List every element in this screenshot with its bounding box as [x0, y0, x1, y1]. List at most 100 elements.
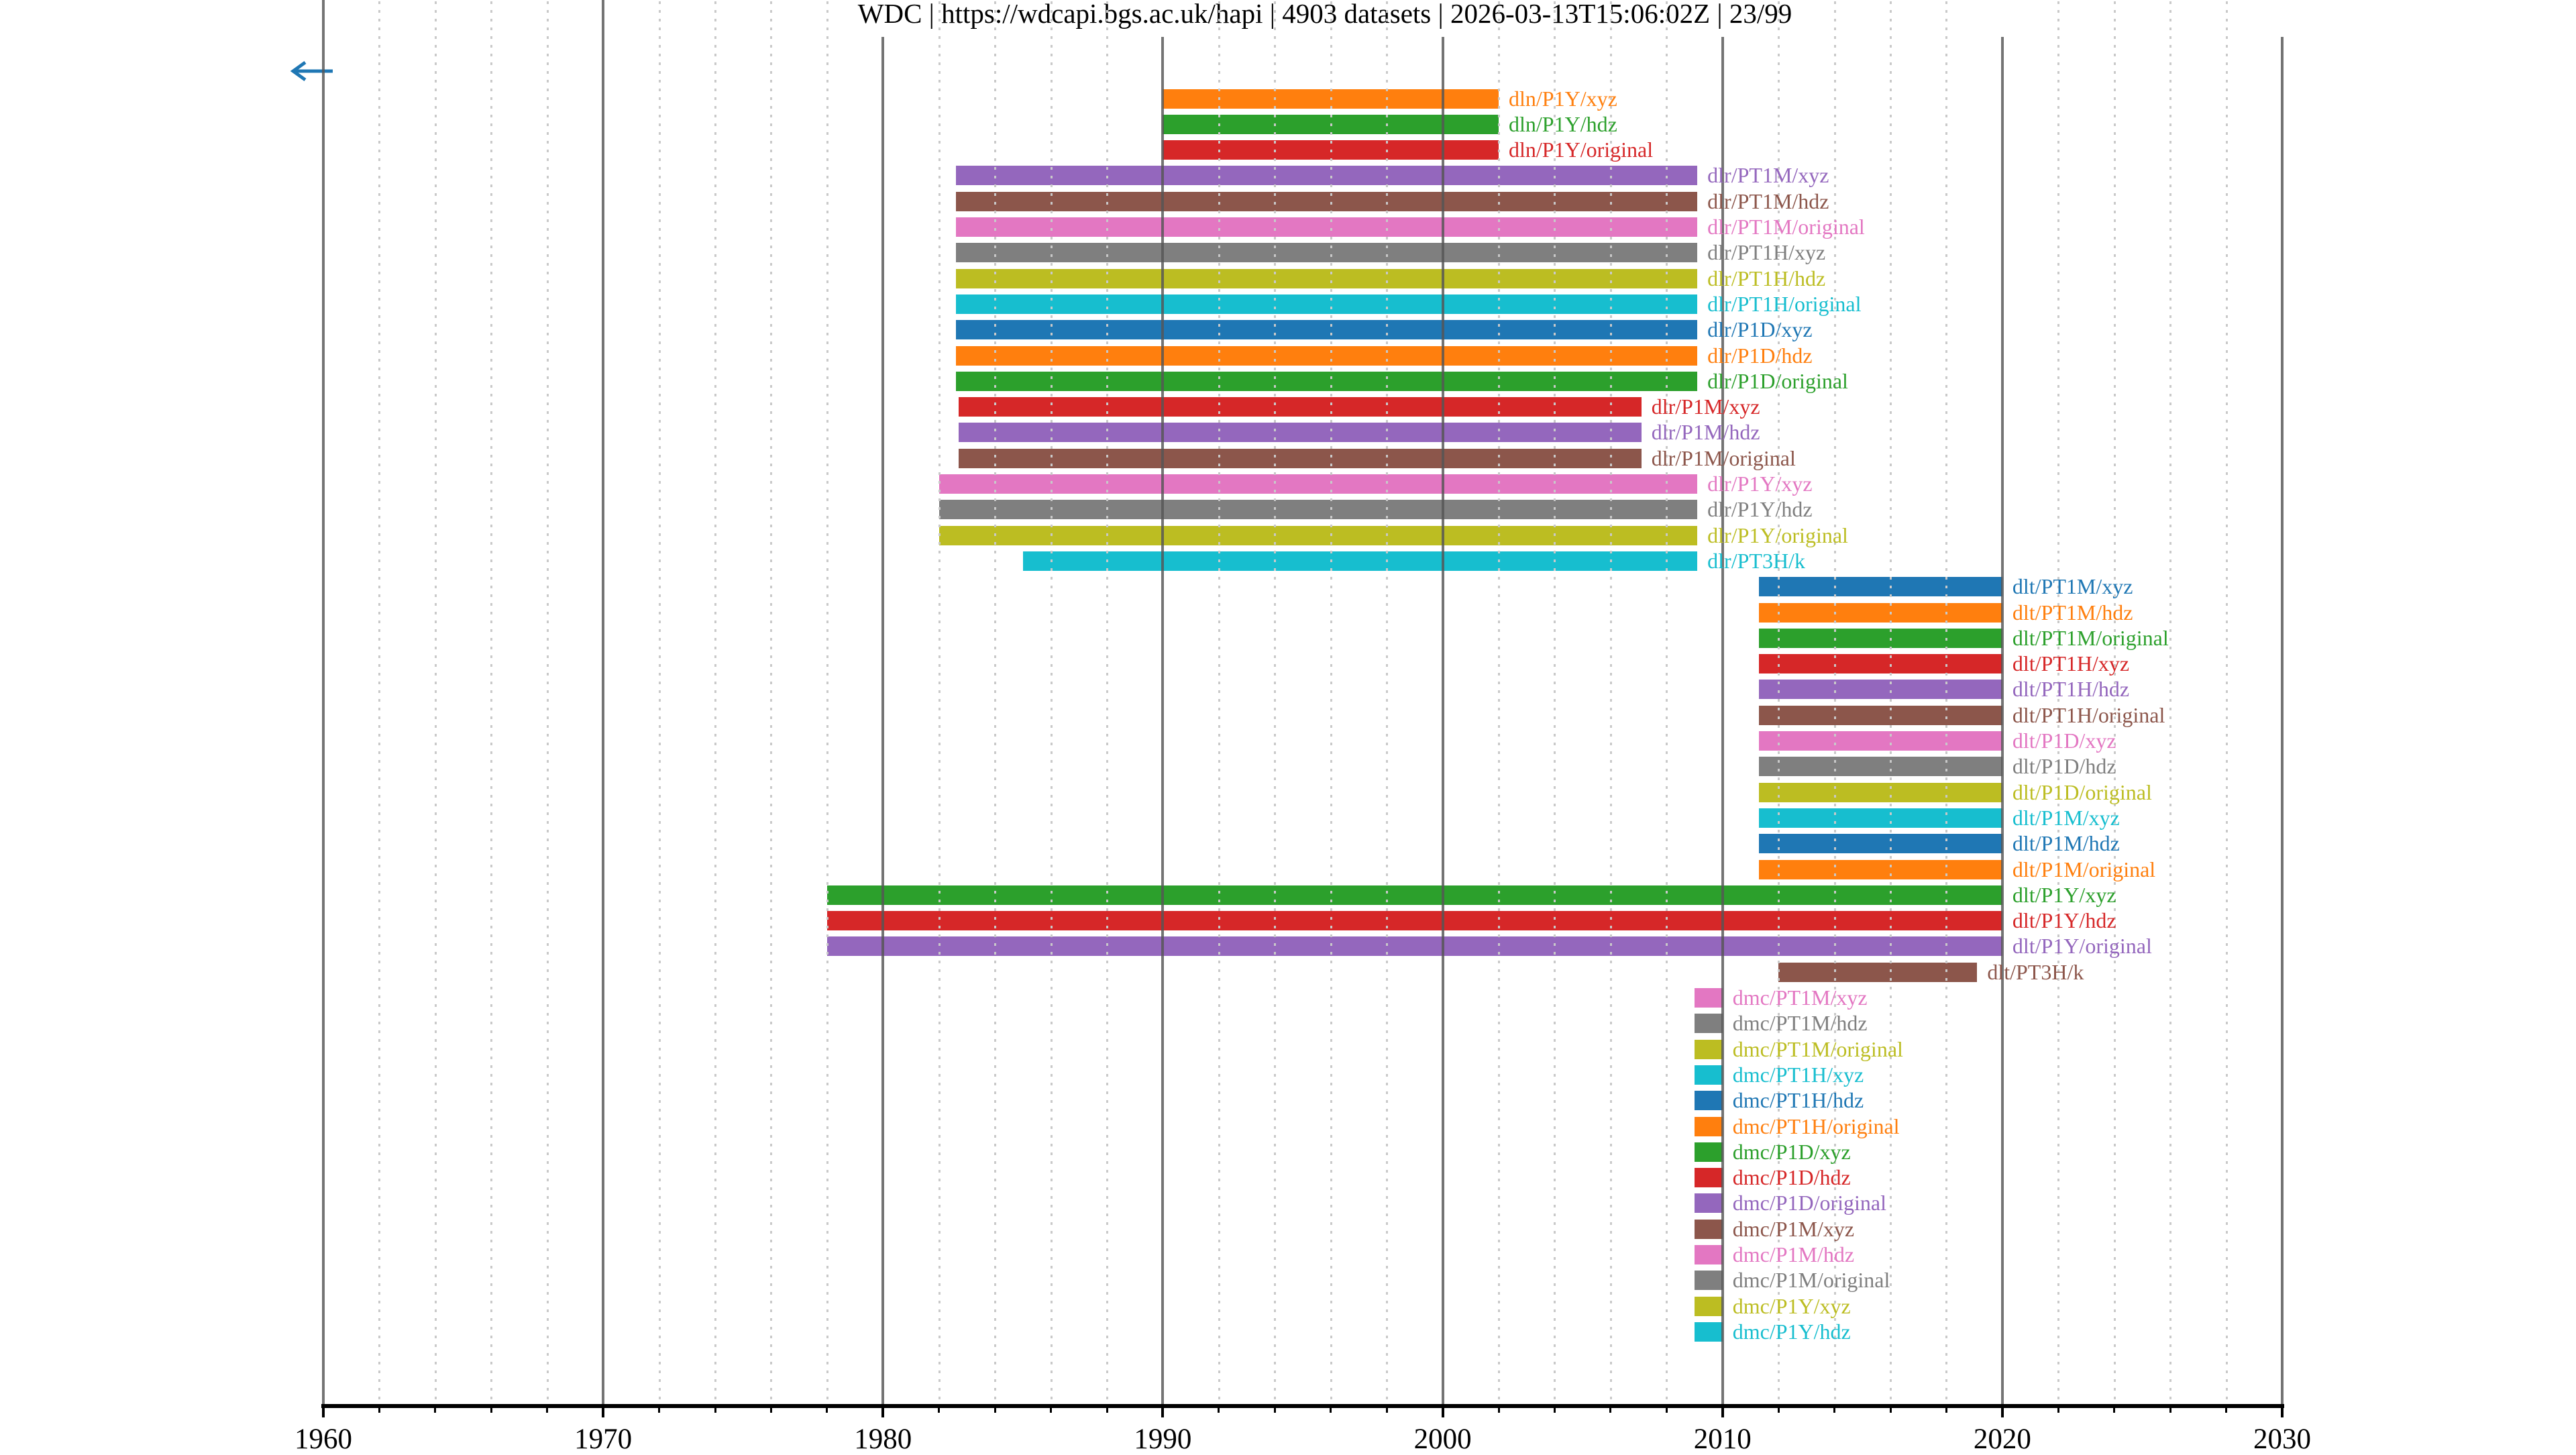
dataset-bar — [938, 500, 1698, 520]
x-axis-minor-tick — [2057, 1407, 2059, 1413]
dataset-label: dmc/P1D/hdz — [1732, 1165, 1851, 1190]
dataset-label: dmc/PT1M/original — [1732, 1036, 1903, 1061]
dataset-label: dlr/PT1M/hdz — [1707, 188, 1829, 213]
dataset-bar — [1778, 962, 1978, 982]
gridline-minor — [1218, 1, 1220, 1404]
dataset-bar — [1695, 1065, 1723, 1085]
gridline-minor — [1498, 1, 1500, 1404]
gridline-minor — [378, 1, 381, 1404]
dataset-label: dlr/P1M/hdz — [1651, 420, 1760, 445]
x-axis-minor-tick — [1889, 1407, 1892, 1413]
dataset-label: dlt/P1Y/original — [2012, 934, 2152, 959]
prev-page-arrow[interactable] — [287, 56, 334, 86]
dataset-label: dlt/PT1M/hdz — [2012, 600, 2133, 625]
dataset-label: dlt/P1M/hdz — [2012, 831, 2120, 856]
dataset-bar — [1695, 1245, 1723, 1264]
x-axis-major-tick — [1161, 1407, 1165, 1417]
gridline-minor — [2113, 1, 2116, 1404]
dataset-bar — [1758, 808, 2002, 828]
dataset-label: dmc/PT1H/hdz — [1732, 1088, 1864, 1113]
dataset-label: dlt/P1D/xyz — [2012, 729, 2116, 753]
x-axis-major-tick — [1721, 1407, 1724, 1417]
gridline-minor — [1050, 1, 1053, 1404]
left-arrow-icon — [290, 60, 333, 82]
gridline-minor — [2057, 1, 2060, 1404]
x-axis-minor-tick — [1497, 1407, 1500, 1413]
dataset-bar — [1695, 1116, 1723, 1136]
dataset-label: dmc/P1M/xyz — [1732, 1216, 1855, 1241]
dataset-bar — [958, 423, 1642, 443]
dataset-label: dlr/P1M/xyz — [1651, 394, 1760, 419]
gridline-minor — [1274, 1, 1277, 1404]
dataset-label: dlr/P1D/hdz — [1707, 343, 1813, 368]
x-axis-tick-label: 1960 — [294, 1423, 352, 1455]
dataset-label: dmc/P1M/hdz — [1732, 1242, 1855, 1267]
dataset-bar — [1695, 1296, 1723, 1316]
dataset-label: dlt/PT1M/original — [2012, 625, 2169, 650]
x-axis-tick-label: 2030 — [2253, 1423, 2311, 1455]
dataset-bar — [826, 936, 2002, 957]
dataset-label: dlr/P1Y/xyz — [1707, 472, 1813, 496]
x-axis-minor-tick — [1106, 1407, 1108, 1413]
x-axis-minor-tick — [546, 1407, 549, 1413]
gridline-minor — [1106, 1, 1108, 1404]
dataset-label: dlt/P1Y/hdz — [2012, 908, 2116, 933]
x-axis-minor-tick — [994, 1407, 996, 1413]
dataset-label: dmc/P1Y/hdz — [1732, 1319, 1851, 1344]
x-axis-minor-tick — [1553, 1407, 1556, 1413]
dataset-bar — [1695, 1142, 1723, 1162]
dataset-bar — [958, 397, 1642, 417]
dataset-label: dlt/P1D/original — [2012, 779, 2152, 804]
gridline-major — [1721, 37, 1724, 1404]
dataset-bar — [1758, 731, 2002, 751]
dataset-label: dlr/PT3H/k — [1707, 548, 1805, 573]
x-axis-minor-tick — [1385, 1407, 1388, 1413]
x-axis-minor-tick — [1218, 1407, 1220, 1413]
dataset-label: dlr/P1D/original — [1707, 368, 1848, 393]
x-axis-minor-tick — [1330, 1407, 1332, 1413]
dataset-label: dmc/P1D/xyz — [1732, 1139, 1851, 1164]
x-axis-major-tick — [322, 1407, 325, 1417]
dataset-label: dlr/PT1M/xyz — [1707, 163, 1829, 188]
x-axis-major-tick — [881, 1407, 885, 1417]
dataset-label: dmc/PT1H/xyz — [1732, 1062, 1864, 1087]
dataset-bar — [1695, 1219, 1723, 1239]
dataset-label: dlt/P1M/original — [2012, 857, 2156, 881]
dataset-label: dlr/P1Y/hdz — [1707, 497, 1813, 522]
x-axis-minor-tick — [434, 1407, 437, 1413]
dataset-bar — [826, 911, 2002, 931]
dataset-bar — [1758, 602, 2002, 623]
gridline-major — [881, 37, 885, 1404]
dataset-bar — [1758, 859, 2002, 879]
dataset-label: dlt/PT1H/original — [2012, 702, 2165, 727]
x-axis-minor-tick — [1273, 1407, 1276, 1413]
x-axis-minor-tick — [378, 1407, 380, 1413]
x-axis-tick-label: 2010 — [1693, 1423, 1752, 1455]
gridline-minor — [1833, 1, 1836, 1404]
dataset-bar — [1758, 834, 2002, 854]
gridline-major — [602, 0, 605, 1404]
gridline-minor — [1945, 1, 1948, 1404]
dataset-label: dmc/P1Y/xyz — [1732, 1293, 1851, 1318]
dataset-label: dlt/PT3H/k — [1987, 959, 2084, 984]
dataset-label: dlr/PT1H/xyz — [1707, 240, 1826, 265]
dataset-bar — [955, 268, 1698, 288]
gridline-major — [1441, 37, 1444, 1404]
gridline-minor — [1609, 1, 1612, 1404]
gridline-major — [1161, 37, 1165, 1404]
gridline-minor — [1386, 1, 1389, 1404]
dataset-bar — [955, 191, 1698, 211]
dataset-bar — [1758, 654, 2002, 674]
x-axis-minor-tick — [658, 1407, 661, 1413]
dataset-bar — [1695, 988, 1723, 1008]
dataset-label: dmc/PT1M/xyz — [1732, 985, 1868, 1010]
x-axis-major-tick — [602, 1407, 605, 1417]
dataset-label: dln/P1Y/hdz — [1509, 111, 1617, 136]
dataset-bar — [1695, 1271, 1723, 1291]
dataset-bar — [1022, 551, 1698, 571]
dataset-label: dlt/P1Y/xyz — [2012, 882, 2116, 907]
gridline-minor — [2225, 1, 2228, 1404]
dataset-label: dlt/PT1H/xyz — [2012, 651, 2130, 676]
gridline-minor — [938, 1, 941, 1404]
gridline-minor — [1890, 1, 1892, 1404]
